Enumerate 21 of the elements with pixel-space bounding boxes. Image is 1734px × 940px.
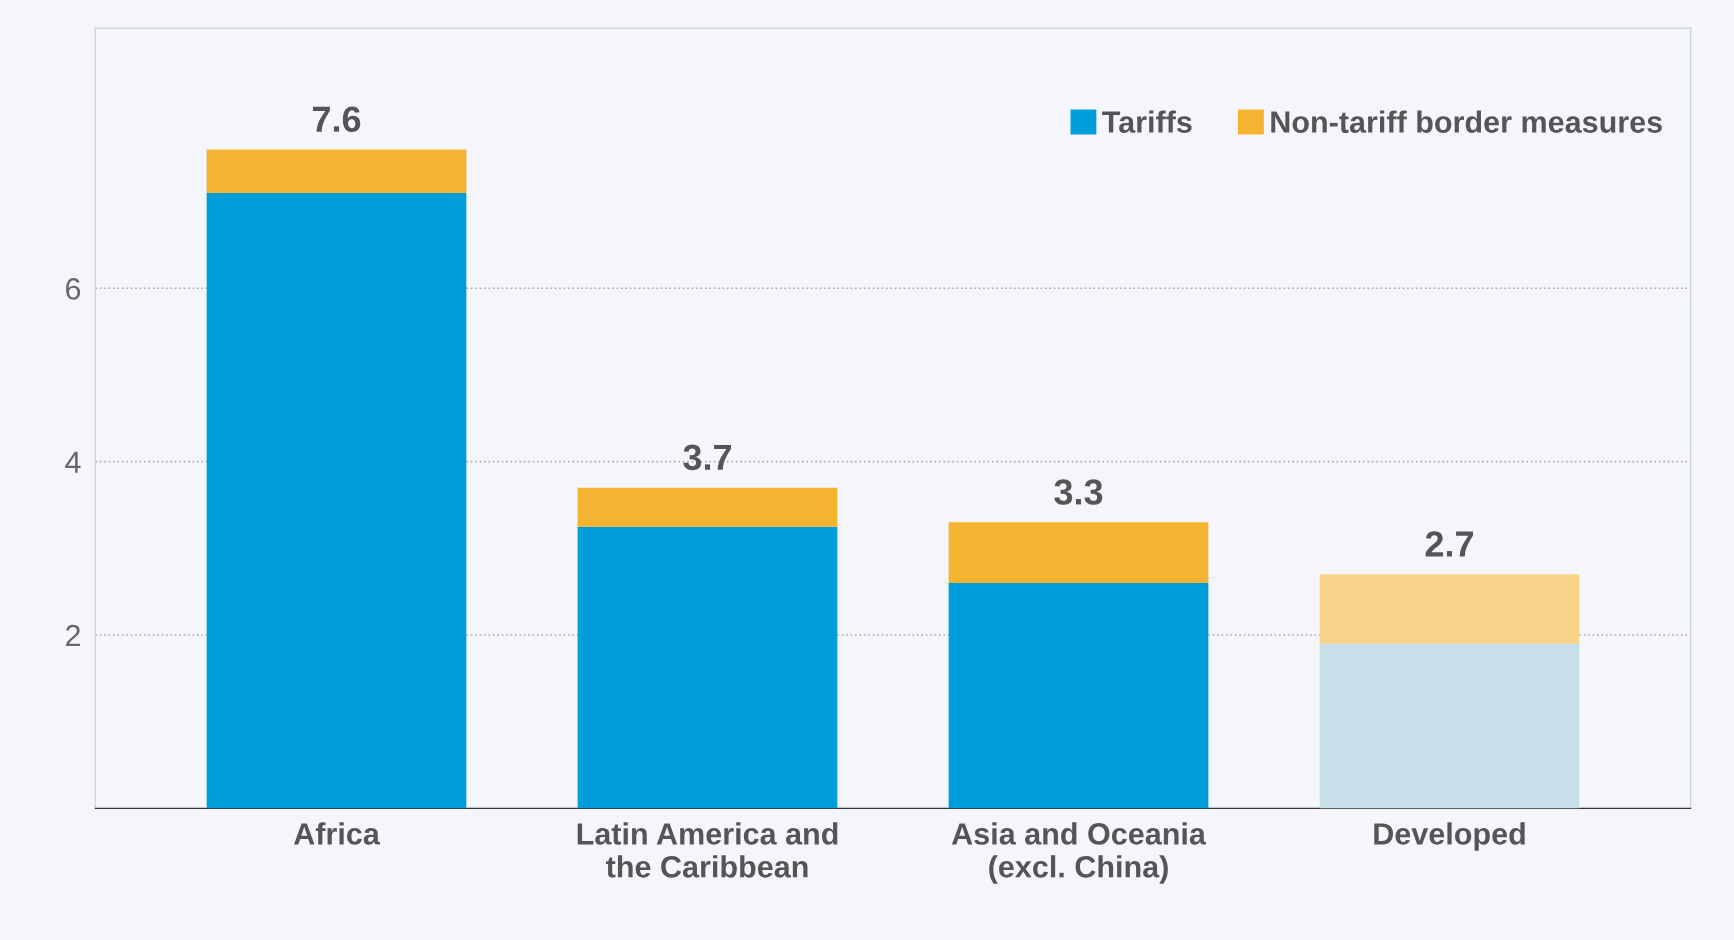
bar (948, 522, 1209, 584)
x-tick-label: Africa (293, 822, 381, 845)
bar (948, 583, 1209, 809)
x-tick-label: Developed (1374, 822, 1525, 851)
x-tick-label: Latin America and the Caribbean (577, 822, 838, 878)
bar (206, 192, 467, 809)
bar (1319, 574, 1580, 644)
y-tick-label: 2 (66, 624, 80, 647)
total-label: 3.3 (1054, 479, 1103, 505)
y-tick-label: 6 (66, 278, 81, 300)
total-label: 7.6 (312, 106, 361, 133)
bar (577, 487, 838, 527)
x-tick-label: Asia and Oceania (excl. China) (951, 822, 1207, 884)
total-label: 3.7 (683, 444, 732, 471)
total-label: 2.7 (1425, 531, 1474, 557)
legend-label: Tariffs (1102, 110, 1192, 133)
legend-label: Non-tariff border measures (1271, 110, 1662, 133)
bar (206, 149, 467, 193)
bar (577, 526, 838, 809)
bar (1319, 643, 1580, 809)
y-tick-label: 4 (65, 451, 81, 473)
